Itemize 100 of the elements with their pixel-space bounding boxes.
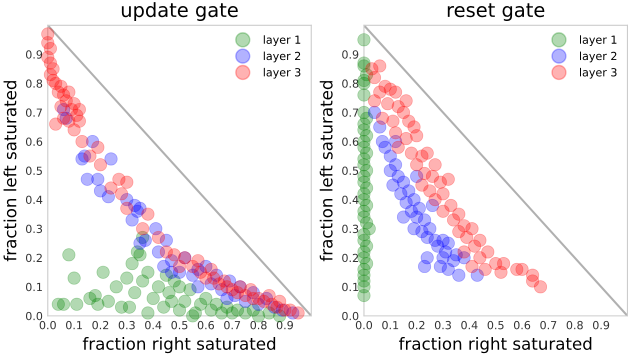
point	[178, 294, 192, 308]
point	[128, 286, 142, 300]
chart-title: reset gate	[448, 3, 544, 21]
x-tick-label: 0.1	[66, 320, 82, 330]
point	[91, 172, 104, 186]
point	[381, 97, 394, 110]
point	[465, 260, 479, 274]
point	[468, 240, 482, 253]
y-tick-label: 0.7	[26, 108, 42, 117]
y-axis-title: fraction left saturated	[4, 81, 16, 262]
legend-label: layer 1	[580, 35, 616, 46]
point	[172, 280, 186, 294]
y-tick-label: 0.6	[342, 137, 358, 146]
point	[515, 262, 529, 276]
x-tick-label: 0.9	[276, 320, 293, 330]
point	[104, 152, 118, 166]
point	[141, 306, 154, 320]
y-tick-label: 0.5	[26, 166, 42, 175]
x-tick-label: 0.4	[145, 320, 162, 330]
point	[52, 298, 65, 311]
point	[70, 298, 84, 311]
x-tick-label: 0.6	[514, 320, 530, 330]
point	[152, 280, 165, 294]
point	[418, 260, 432, 274]
x-tick-label: 0.8	[250, 320, 267, 330]
x-tick-label: 0.7	[224, 320, 240, 330]
y-tick-label: 0.6	[26, 137, 42, 146]
legend-label: layer 3	[264, 68, 300, 79]
point	[91, 298, 104, 311]
y-tick-label: 0.9	[26, 50, 42, 59]
point	[368, 71, 382, 84]
point	[446, 213, 460, 227]
point	[68, 272, 81, 285]
x-tick-label: 0.2	[408, 320, 424, 330]
y-tick-label: 0.7	[342, 108, 358, 117]
y-tick-label: 0.3	[26, 224, 42, 234]
y-tick-label: 0.4	[26, 196, 42, 204]
x-tick-label: 0.6	[198, 320, 214, 330]
point	[478, 262, 492, 276]
x-tick-label: 0.9	[592, 320, 610, 330]
point	[396, 210, 410, 224]
point	[146, 292, 160, 305]
x-tick-label: 0.3	[118, 320, 135, 330]
point	[442, 172, 455, 186]
point	[373, 59, 386, 73]
y-tick-label: 0.2	[342, 254, 358, 262]
point	[494, 266, 508, 279]
point	[389, 86, 402, 99]
y-tick-label: 0.2	[26, 254, 42, 262]
point	[141, 266, 154, 279]
point	[473, 251, 486, 264]
y-tick-label: 0.9	[342, 50, 358, 59]
point	[410, 129, 424, 142]
y-tick-label: 0.8	[342, 79, 358, 88]
point	[376, 112, 389, 125]
point	[400, 94, 413, 108]
point	[389, 126, 402, 140]
point	[199, 292, 212, 305]
point	[357, 288, 371, 302]
x-tick-label: 0.3	[434, 320, 451, 330]
point	[357, 76, 371, 90]
legend-label: layer 2	[580, 52, 616, 62]
point	[428, 193, 442, 206]
point	[122, 300, 136, 314]
point	[458, 245, 471, 259]
point	[126, 257, 139, 270]
x-tick-label: 0.2	[92, 320, 108, 330]
point	[386, 114, 400, 128]
x-tick-label: 0.5	[488, 320, 504, 330]
chart-title: update gate	[122, 2, 238, 21]
point	[62, 248, 76, 262]
legend-label: layer 3	[580, 68, 617, 79]
legend-label: layer 2	[264, 52, 300, 62]
point	[436, 204, 450, 218]
point	[410, 158, 424, 172]
point	[420, 146, 434, 160]
y-tick-label: 0.0	[342, 312, 358, 320]
point	[120, 272, 134, 285]
point	[191, 280, 205, 294]
legend-label: layer 1	[264, 35, 300, 46]
point	[357, 88, 371, 102]
y-tick-label: 0.0	[26, 312, 42, 320]
point	[138, 234, 152, 247]
y-tick-label: 0.4	[342, 196, 358, 204]
point	[428, 158, 442, 172]
point	[102, 294, 115, 308]
x-tick-label: 0.0	[356, 320, 372, 330]
x-tick-label: 0.0	[40, 320, 56, 330]
y-tick-label: 0.1	[26, 282, 42, 292]
point	[404, 146, 418, 160]
y-tick-label: 0.5	[342, 166, 358, 175]
y-tick-label: 0.3	[342, 224, 358, 234]
point	[534, 280, 548, 294]
x-axis-title: fraction right saturated	[82, 337, 276, 354]
point	[80, 172, 94, 186]
x-tick-label: 0.5	[171, 320, 188, 330]
point	[357, 33, 371, 46]
point	[368, 94, 382, 108]
x-axis-title: fraction right saturated	[398, 337, 592, 354]
point	[392, 140, 405, 154]
